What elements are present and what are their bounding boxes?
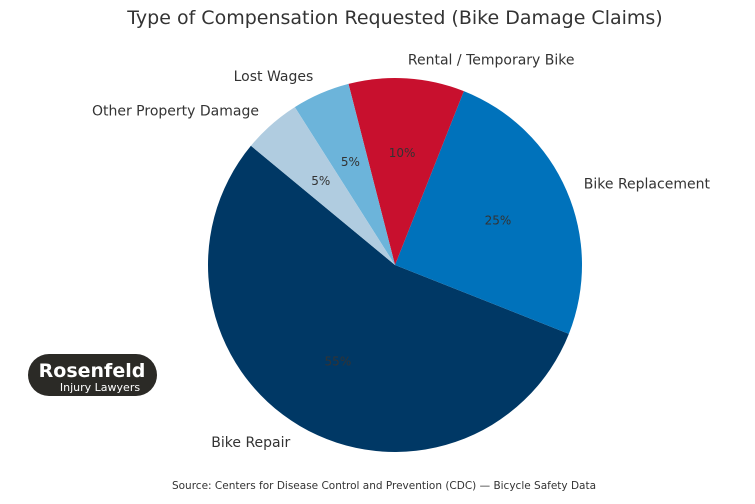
category-label: Lost Wages	[234, 69, 314, 85]
pct-label: 55%	[325, 355, 352, 369]
pie-slice-bike-replacement	[395, 91, 582, 334]
source-note: Source: Centers for Disease Control and …	[172, 480, 596, 492]
chart-title: Type of Compensation Requested (Bike Dam…	[126, 7, 662, 29]
pct-label: 5%	[341, 155, 360, 169]
category-label: Other Property Damage	[92, 104, 259, 120]
category-label: Rental / Temporary Bike	[408, 53, 575, 69]
category-label: Bike Repair	[211, 435, 290, 451]
pct-label: 5%	[311, 174, 330, 188]
pct-label: 25%	[485, 213, 512, 227]
pie-slice-bike-repair	[208, 145, 569, 452]
pie-slice-other-property-damage	[250, 107, 395, 265]
rosenfeld-logo: Rosenfeld Injury Lawyers	[28, 354, 157, 396]
pct-label: 10%	[389, 146, 416, 160]
svg-text:Injury Lawyers: Injury Lawyers	[60, 381, 140, 394]
pie-slice-rental-temporary-bike	[348, 78, 464, 266]
category-label: Bike Replacement	[584, 176, 711, 192]
svg-text:Rosenfeld: Rosenfeld	[39, 360, 146, 382]
pie-slice-lost-wages	[294, 83, 395, 266]
